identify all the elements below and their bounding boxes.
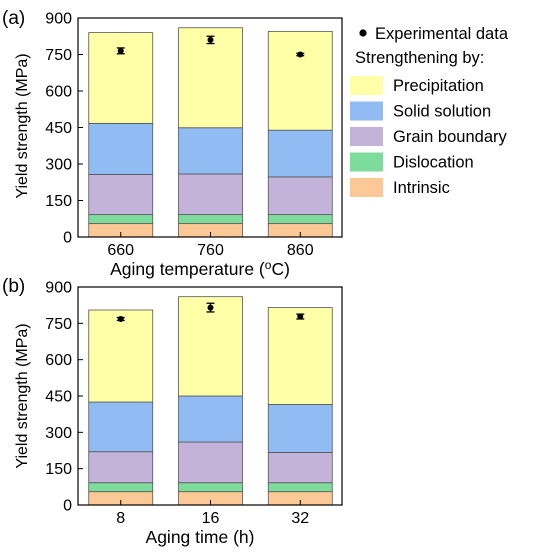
panel-a: (a) Yield strength (MPa) Aging temperatu… xyxy=(2,8,343,279)
legend-items: Precipitation Solid solution Grain boundar… xyxy=(350,76,507,197)
panel-b-x-axis-label: Aging time (h) xyxy=(146,527,255,547)
bar-segment-precipitation-32 xyxy=(267,307,333,405)
bar-segment-dislocation-16 xyxy=(178,482,243,493)
y-tick-label-0: 0 xyxy=(63,230,72,247)
experimental-point-860 xyxy=(297,51,304,58)
panel-a-x-axis-label-tail: C) xyxy=(271,259,289,279)
experimental-point-32 xyxy=(297,313,304,320)
legend-swatch-precipitation xyxy=(350,76,383,95)
y-tick-label-450: 450 xyxy=(45,120,72,137)
y-tick-label-450: 450 xyxy=(45,389,72,406)
bar-segment-solid-solution-16 xyxy=(178,395,243,443)
y-tick-label-750: 750 xyxy=(45,316,72,333)
legend-label-precipitation: Precipitation xyxy=(393,77,484,95)
legend-experimental-label: Experimental data xyxy=(375,25,509,43)
y-tick-label-900: 900 xyxy=(45,11,72,28)
bar-segment-precipitation-660 xyxy=(88,32,154,124)
panel-a-y-axis-label: Yield strength (MPa) xyxy=(14,53,31,198)
bar-segment-solid-solution-860 xyxy=(267,129,333,178)
experimental-point-8 xyxy=(117,315,124,322)
y-tick-label-750: 750 xyxy=(45,47,72,64)
x-tick-label-760: 760 xyxy=(197,242,224,259)
panel-a-x-axis-label-main: Aging temperature ( xyxy=(110,259,265,279)
x-tick-label-660: 660 xyxy=(107,242,134,259)
experimental-point-760 xyxy=(207,36,214,43)
y-tick-label-300: 300 xyxy=(45,425,72,442)
x-tick-label-8: 8 xyxy=(116,510,125,527)
panel-b: (b) Yield strength (MPa) Aging time (h) … xyxy=(2,276,343,547)
panel-a-label: (a) xyxy=(2,8,25,29)
bar-segment-grain-boundary-660 xyxy=(88,174,154,216)
plot-frame-b xyxy=(77,286,343,506)
legend-swatch-intrinsic xyxy=(350,178,383,197)
x-tick-label-860: 860 xyxy=(287,242,314,259)
legend-label-grain-boundary: Grain boundary xyxy=(393,128,507,146)
panel-b-label: (b) xyxy=(2,276,25,297)
bar-segment-solid-solution-8 xyxy=(88,401,154,453)
y-tick-label-900: 900 xyxy=(45,280,72,297)
legend-experimental-marker xyxy=(359,29,367,37)
bar-segment-solid-solution-660 xyxy=(88,122,154,175)
y-tick-label-0: 0 xyxy=(63,498,72,515)
experimental-point-660 xyxy=(117,47,124,54)
legend-heading: Strengthening by: xyxy=(355,49,484,67)
bar-segment-grain-boundary-16 xyxy=(178,441,243,484)
panel-a-x-axis-label: Aging temperature (oC) xyxy=(110,258,290,279)
y-tick-label-300: 300 xyxy=(45,157,72,174)
bar-segment-dislocation-32 xyxy=(267,482,333,493)
legend-swatch-solid-solution xyxy=(350,101,383,121)
legend-label-dislocation: Dislocation xyxy=(393,154,474,172)
bar-segment-grain-boundary-8 xyxy=(88,451,154,484)
bar-segment-grain-boundary-760 xyxy=(178,173,243,216)
panel-b-y-axis-label: Yield strength (MPa) xyxy=(14,323,31,468)
bar-segment-precipitation-16 xyxy=(178,296,243,397)
bar-segment-dislocation-860 xyxy=(267,214,333,225)
bar-segment-precipitation-760 xyxy=(178,27,243,129)
legend-label-solid-solution: Solid solution xyxy=(393,103,491,121)
bar-segment-dislocation-760 xyxy=(178,214,243,225)
panel-a-x-axis-label-sup: o xyxy=(265,258,272,272)
bar-segment-solid-solution-760 xyxy=(178,127,243,175)
y-tick-label-150: 150 xyxy=(45,193,72,210)
bar-segment-grain-boundary-32 xyxy=(267,452,333,484)
bar-segment-solid-solution-32 xyxy=(267,404,333,453)
legend-label-intrinsic: Intrinsic xyxy=(393,179,450,197)
bar-segment-precipitation-8 xyxy=(88,309,154,403)
x-tick-label-32: 32 xyxy=(291,510,309,527)
legend-swatch-dislocation xyxy=(350,152,383,172)
legend-swatch-grain-boundary xyxy=(350,127,383,146)
plot-frame-a xyxy=(77,17,343,238)
y-tick-label-150: 150 xyxy=(45,461,72,478)
experimental-point-16 xyxy=(207,304,214,311)
bar-segment-dislocation-8 xyxy=(88,482,154,493)
y-tick-label-600: 600 xyxy=(45,352,72,369)
bar-segment-grain-boundary-860 xyxy=(267,176,333,216)
y-tick-label-600: 600 xyxy=(45,84,72,101)
bar-segment-precipitation-860 xyxy=(267,30,333,131)
legend: Experimental data Strengthening by: Prec… xyxy=(350,25,509,197)
x-tick-label-16: 16 xyxy=(202,510,220,527)
bar-segment-dislocation-660 xyxy=(88,214,154,225)
